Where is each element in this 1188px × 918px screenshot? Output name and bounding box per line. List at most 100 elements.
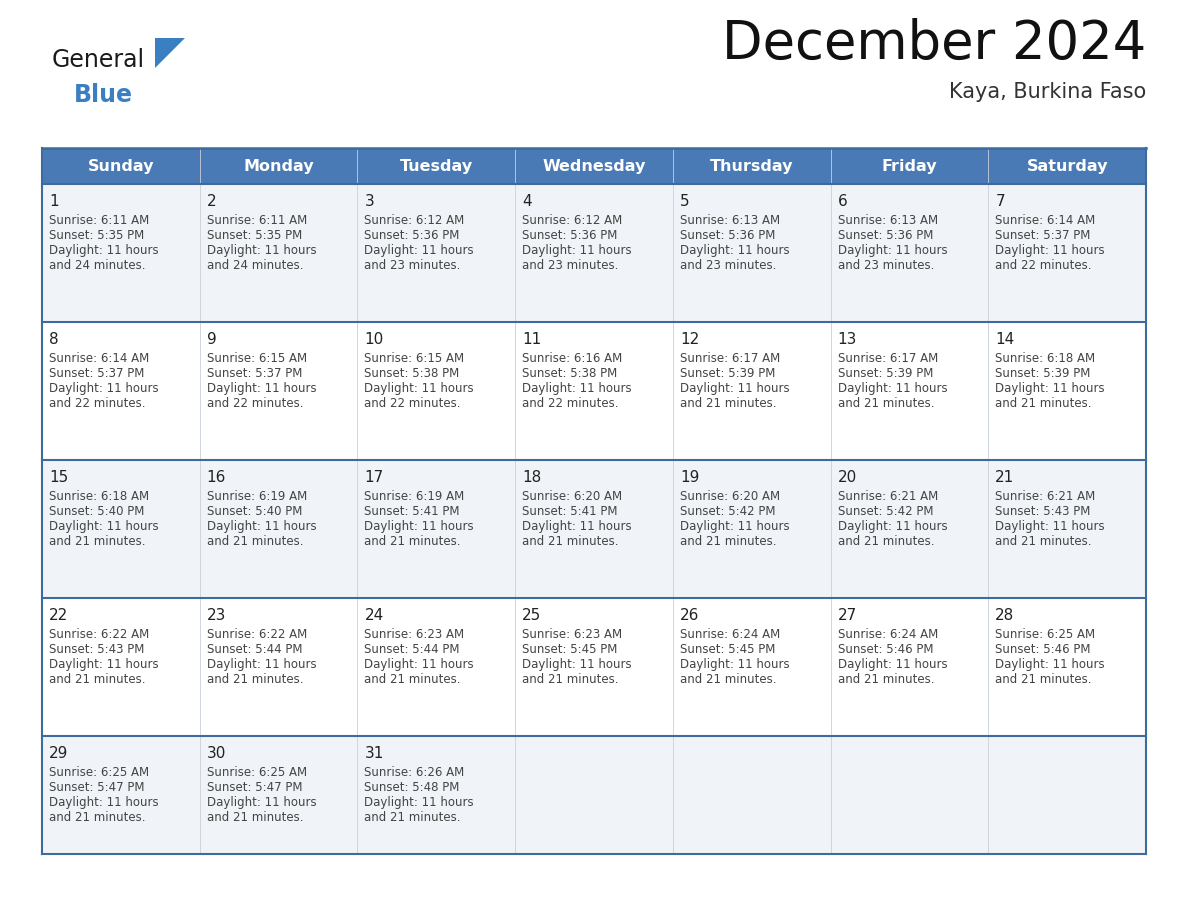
Text: Saturday: Saturday <box>1026 159 1108 174</box>
Text: Sunrise: 6:25 AM: Sunrise: 6:25 AM <box>207 766 307 779</box>
Text: 4: 4 <box>523 194 532 209</box>
Text: Daylight: 11 hours: Daylight: 11 hours <box>365 382 474 395</box>
Text: Daylight: 11 hours: Daylight: 11 hours <box>365 658 474 671</box>
Text: and 22 minutes.: and 22 minutes. <box>996 259 1092 272</box>
Text: 1: 1 <box>49 194 58 209</box>
Text: and 21 minutes.: and 21 minutes. <box>996 673 1092 686</box>
Text: and 22 minutes.: and 22 minutes. <box>523 397 619 410</box>
Text: Sunset: 5:46 PM: Sunset: 5:46 PM <box>996 643 1091 656</box>
Text: Sunrise: 6:16 AM: Sunrise: 6:16 AM <box>523 352 623 365</box>
Text: 16: 16 <box>207 470 226 485</box>
Text: Sunset: 5:36 PM: Sunset: 5:36 PM <box>523 229 618 242</box>
Text: Sunrise: 6:23 AM: Sunrise: 6:23 AM <box>523 628 623 641</box>
Text: Sunset: 5:39 PM: Sunset: 5:39 PM <box>680 367 776 380</box>
Text: Daylight: 11 hours: Daylight: 11 hours <box>365 244 474 257</box>
Text: General: General <box>52 48 145 72</box>
Text: Daylight: 11 hours: Daylight: 11 hours <box>523 244 632 257</box>
Text: and 21 minutes.: and 21 minutes. <box>49 673 145 686</box>
Text: and 21 minutes.: and 21 minutes. <box>996 535 1092 548</box>
Text: Sunrise: 6:18 AM: Sunrise: 6:18 AM <box>49 490 150 503</box>
Text: 20: 20 <box>838 470 857 485</box>
Text: Sunrise: 6:11 AM: Sunrise: 6:11 AM <box>207 214 307 227</box>
Text: 11: 11 <box>523 332 542 347</box>
Text: Daylight: 11 hours: Daylight: 11 hours <box>838 520 947 533</box>
Text: Sunset: 5:47 PM: Sunset: 5:47 PM <box>49 781 145 794</box>
Text: Sunset: 5:42 PM: Sunset: 5:42 PM <box>838 505 933 518</box>
Text: Sunrise: 6:12 AM: Sunrise: 6:12 AM <box>365 214 465 227</box>
Text: Monday: Monday <box>244 159 314 174</box>
Text: and 21 minutes.: and 21 minutes. <box>207 673 303 686</box>
Text: and 21 minutes.: and 21 minutes. <box>838 535 934 548</box>
Text: Daylight: 11 hours: Daylight: 11 hours <box>49 244 159 257</box>
Text: Sunrise: 6:20 AM: Sunrise: 6:20 AM <box>680 490 781 503</box>
Text: Daylight: 11 hours: Daylight: 11 hours <box>996 244 1105 257</box>
Text: Sunrise: 6:18 AM: Sunrise: 6:18 AM <box>996 352 1095 365</box>
Text: and 22 minutes.: and 22 minutes. <box>207 397 303 410</box>
Text: Sunset: 5:41 PM: Sunset: 5:41 PM <box>523 505 618 518</box>
Text: Sunset: 5:39 PM: Sunset: 5:39 PM <box>838 367 933 380</box>
Text: Sunset: 5:45 PM: Sunset: 5:45 PM <box>680 643 776 656</box>
Text: Tuesday: Tuesday <box>399 159 473 174</box>
Bar <box>42 322 1146 460</box>
Text: Daylight: 11 hours: Daylight: 11 hours <box>523 520 632 533</box>
Text: Sunset: 5:40 PM: Sunset: 5:40 PM <box>49 505 145 518</box>
Text: 2: 2 <box>207 194 216 209</box>
Text: Sunrise: 6:13 AM: Sunrise: 6:13 AM <box>680 214 781 227</box>
Text: and 21 minutes.: and 21 minutes. <box>365 535 461 548</box>
Text: Daylight: 11 hours: Daylight: 11 hours <box>207 520 316 533</box>
Text: and 24 minutes.: and 24 minutes. <box>49 259 145 272</box>
Text: Sunrise: 6:11 AM: Sunrise: 6:11 AM <box>49 214 150 227</box>
Text: and 23 minutes.: and 23 minutes. <box>838 259 934 272</box>
Text: Daylight: 11 hours: Daylight: 11 hours <box>49 520 159 533</box>
Text: Sunrise: 6:25 AM: Sunrise: 6:25 AM <box>996 628 1095 641</box>
Text: Sunset: 5:43 PM: Sunset: 5:43 PM <box>49 643 145 656</box>
Text: Sunrise: 6:14 AM: Sunrise: 6:14 AM <box>49 352 150 365</box>
Text: Daylight: 11 hours: Daylight: 11 hours <box>680 382 790 395</box>
Text: Daylight: 11 hours: Daylight: 11 hours <box>49 382 159 395</box>
Text: Sunset: 5:44 PM: Sunset: 5:44 PM <box>207 643 302 656</box>
Text: Sunset: 5:35 PM: Sunset: 5:35 PM <box>49 229 144 242</box>
Text: and 21 minutes.: and 21 minutes. <box>680 397 776 410</box>
Text: and 21 minutes.: and 21 minutes. <box>680 535 776 548</box>
Text: 6: 6 <box>838 194 847 209</box>
Text: Blue: Blue <box>74 83 133 107</box>
Text: Sunset: 5:46 PM: Sunset: 5:46 PM <box>838 643 933 656</box>
Text: and 23 minutes.: and 23 minutes. <box>523 259 619 272</box>
Text: Sunrise: 6:24 AM: Sunrise: 6:24 AM <box>838 628 937 641</box>
Text: and 21 minutes.: and 21 minutes. <box>365 811 461 824</box>
Text: and 24 minutes.: and 24 minutes. <box>207 259 303 272</box>
Text: and 21 minutes.: and 21 minutes. <box>523 535 619 548</box>
Text: 22: 22 <box>49 608 68 623</box>
Text: Sunrise: 6:15 AM: Sunrise: 6:15 AM <box>365 352 465 365</box>
Text: Daylight: 11 hours: Daylight: 11 hours <box>207 244 316 257</box>
Text: 24: 24 <box>365 608 384 623</box>
Text: Sunset: 5:47 PM: Sunset: 5:47 PM <box>207 781 302 794</box>
Text: 14: 14 <box>996 332 1015 347</box>
Text: Daylight: 11 hours: Daylight: 11 hours <box>680 658 790 671</box>
Text: and 21 minutes.: and 21 minutes. <box>523 673 619 686</box>
Text: and 21 minutes.: and 21 minutes. <box>996 397 1092 410</box>
Text: and 21 minutes.: and 21 minutes. <box>365 673 461 686</box>
Bar <box>42 598 1146 736</box>
Text: Sunset: 5:37 PM: Sunset: 5:37 PM <box>49 367 145 380</box>
Text: Sunrise: 6:23 AM: Sunrise: 6:23 AM <box>365 628 465 641</box>
Text: 17: 17 <box>365 470 384 485</box>
Text: Daylight: 11 hours: Daylight: 11 hours <box>680 244 790 257</box>
Text: Sunrise: 6:21 AM: Sunrise: 6:21 AM <box>838 490 937 503</box>
Bar <box>42 184 1146 322</box>
Text: Sunrise: 6:25 AM: Sunrise: 6:25 AM <box>49 766 150 779</box>
Text: Daylight: 11 hours: Daylight: 11 hours <box>838 244 947 257</box>
Text: Daylight: 11 hours: Daylight: 11 hours <box>365 520 474 533</box>
Bar <box>42 736 1146 854</box>
Text: and 22 minutes.: and 22 minutes. <box>365 397 461 410</box>
Text: Sunrise: 6:15 AM: Sunrise: 6:15 AM <box>207 352 307 365</box>
Text: 5: 5 <box>680 194 689 209</box>
Text: and 21 minutes.: and 21 minutes. <box>207 811 303 824</box>
Text: Daylight: 11 hours: Daylight: 11 hours <box>207 796 316 809</box>
Text: Sunset: 5:42 PM: Sunset: 5:42 PM <box>680 505 776 518</box>
Text: and 21 minutes.: and 21 minutes. <box>680 673 776 686</box>
Text: Friday: Friday <box>881 159 937 174</box>
Text: 18: 18 <box>523 470 542 485</box>
Text: Sunrise: 6:26 AM: Sunrise: 6:26 AM <box>365 766 465 779</box>
Text: 15: 15 <box>49 470 68 485</box>
